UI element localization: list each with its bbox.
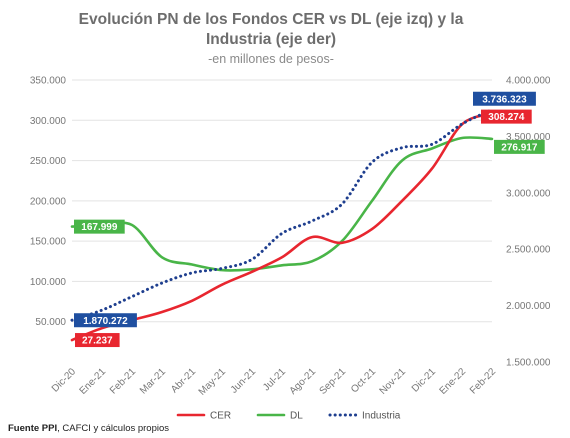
x-tick-label: Sep-21 xyxy=(318,366,349,397)
data-label-bg xyxy=(74,219,125,234)
chart-subtitle: -en millones de pesos- xyxy=(208,52,334,66)
data-label-text: 27.237 xyxy=(82,336,113,347)
right-tick-label: 3.500.000 xyxy=(506,132,551,143)
right-tick-label: 2.000.000 xyxy=(506,301,551,312)
legend-item-dl: DL xyxy=(256,411,303,422)
chart-title-line1: Evolución PN de los Fondos CER vs DL (ej… xyxy=(79,11,464,28)
data-label-bg xyxy=(494,139,545,154)
series-line-cer xyxy=(70,112,494,342)
data-label-dl-start: 167.999 xyxy=(74,219,125,234)
legend: CER DL Industria xyxy=(176,411,401,422)
left-axis: 50.000 100.000 150.000 200.000 250.000 300.00… xyxy=(30,76,67,329)
data-label-cer-end: 308.274 xyxy=(481,109,532,124)
left-tick-label: 100.000 xyxy=(30,277,67,288)
x-tick-label: Oct-21 xyxy=(349,366,378,395)
data-label-bg xyxy=(481,109,532,124)
data-label-text: 3.736.323 xyxy=(482,94,527,105)
legend-item-industria: Industria xyxy=(328,411,401,422)
x-tick-label: Feb-22 xyxy=(468,366,498,396)
x-tick-label: May-21 xyxy=(197,366,229,398)
x-tick-label: Ene-22 xyxy=(438,366,469,397)
data-label-bg xyxy=(75,333,120,348)
left-tick-label: 200.000 xyxy=(30,196,67,207)
data-label-text: 167.999 xyxy=(81,222,118,233)
x-tick-label: Dic-20 xyxy=(50,366,79,395)
data-label-bg xyxy=(74,313,137,328)
series-line-industria xyxy=(70,108,494,322)
source-bold: Fuente PPI xyxy=(8,423,57,434)
legend-label: DL xyxy=(290,411,303,422)
data-label-text: 1.870.272 xyxy=(83,316,128,327)
x-tick-label: Mar-21 xyxy=(138,366,168,396)
right-tick-label: 2.500.000 xyxy=(506,245,551,256)
data-label-bg xyxy=(473,91,536,106)
chart-title-line2: Industria (eje der) xyxy=(206,31,336,48)
right-tick-label: 1.500.000 xyxy=(506,358,551,369)
data-labels: 167.999 276.917 27.237 308.274 1.870.272 3.73… xyxy=(74,91,545,348)
legend-label: CER xyxy=(210,411,231,422)
x-tick-label: Dic-21 xyxy=(410,366,439,395)
x-tick-label: Ago-21 xyxy=(288,366,319,397)
x-tick-label: Abr-21 xyxy=(169,366,198,395)
left-tick-label: 150.000 xyxy=(30,237,67,248)
legend-item-cer: CER xyxy=(176,411,231,422)
series-lines xyxy=(70,108,494,342)
data-label-industria-end: 3.736.323 xyxy=(473,91,536,106)
source-rest: , CAFCI y cálculos propios xyxy=(57,423,169,434)
right-tick-label: 4.000.000 xyxy=(506,76,551,87)
left-tick-label: 250.000 xyxy=(30,156,67,167)
data-label-text: 276.917 xyxy=(501,142,538,153)
grid xyxy=(72,79,492,323)
x-tick-label: Jul-21 xyxy=(261,366,288,393)
right-axis: 1.500.000 2.000.000 2.500.000 3.000.000 3.50… xyxy=(506,76,551,369)
right-tick-label: 3.000.000 xyxy=(506,188,551,199)
left-tick-label: 350.000 xyxy=(30,76,67,87)
x-tick-label: Ene-21 xyxy=(78,366,109,397)
source-note: Fuente PPI, CAFCI y cálculos propios xyxy=(8,423,169,434)
left-tick-label: 50.000 xyxy=(35,317,66,328)
data-label-text: 308.274 xyxy=(488,112,525,123)
left-tick-label: 300.000 xyxy=(30,116,67,127)
data-label-dl-end: 276.917 xyxy=(494,139,545,154)
x-tick-label: Jun-21 xyxy=(229,366,259,396)
data-label-cer-start: 27.237 xyxy=(75,333,120,348)
x-tick-label: Nov-21 xyxy=(378,366,409,397)
data-label-industria-start: 1.870.272 xyxy=(74,313,137,328)
legend-label: Industria xyxy=(362,411,401,422)
x-tick-label: Feb-21 xyxy=(108,366,138,396)
series-line-dl xyxy=(70,136,494,272)
